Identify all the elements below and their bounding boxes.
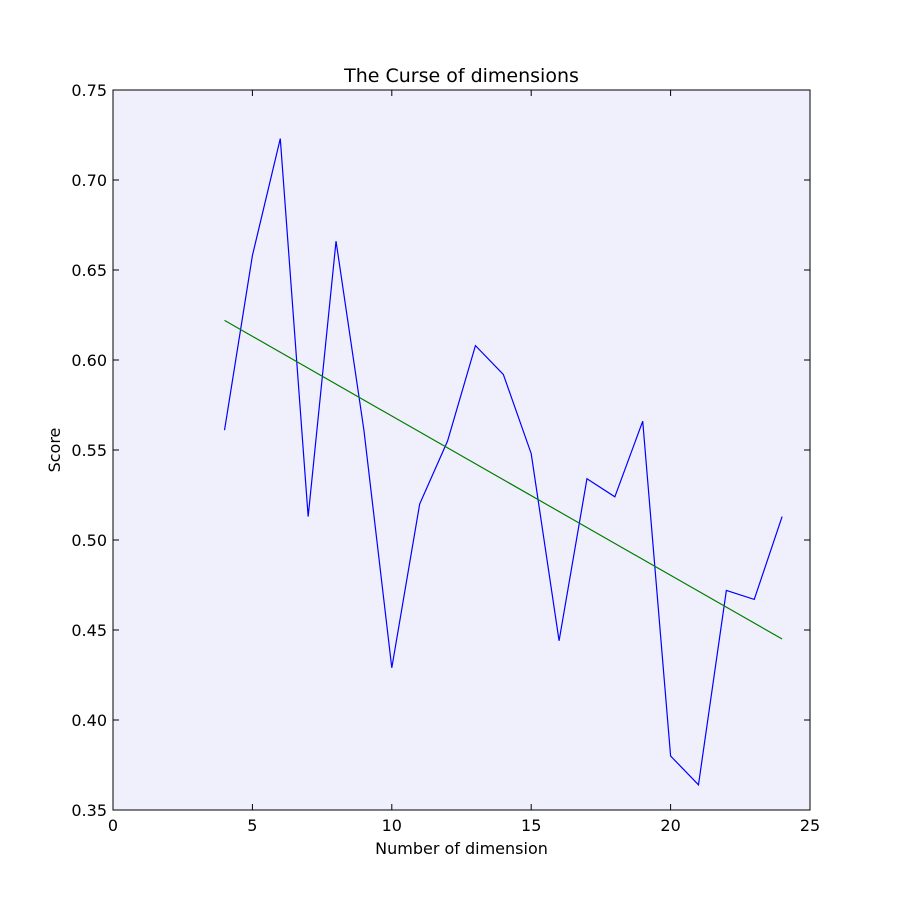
x-tick-label: 5 [247,816,257,835]
y-tick-label: 0.50 [71,531,107,550]
y-axis-label: Score [45,428,64,473]
x-axis-label: Number of dimension [375,839,548,858]
y-tick-label: 0.70 [71,171,107,190]
series-line-1 [224,319,783,640]
series-layer [223,138,783,787]
y-tick-label: 0.45 [71,621,107,640]
y-tick-label: 0.65 [71,261,107,280]
y-tick-label: 0.55 [71,441,107,460]
y-tick-label: 0.35 [71,801,107,820]
x-tick-label: 15 [521,816,541,835]
ticks-layer: 0 5 10 15 20 25 0.35 0.40 0.45 0.50 0.55 0.60 0.65 0.… [71,81,820,835]
x-tick-label: 0 [108,816,118,835]
chart-title: The Curse of dimensions [343,65,579,87]
y-tick-label: 0.75 [71,81,107,100]
plot-area [113,90,810,810]
x-tick-label: 20 [660,816,680,835]
x-tick-label: 10 [382,816,402,835]
y-tick-label: 0.60 [71,351,107,370]
x-tick-label: 25 [800,816,820,835]
series-line-0 [223,138,783,787]
y-tick-label: 0.40 [71,711,107,730]
